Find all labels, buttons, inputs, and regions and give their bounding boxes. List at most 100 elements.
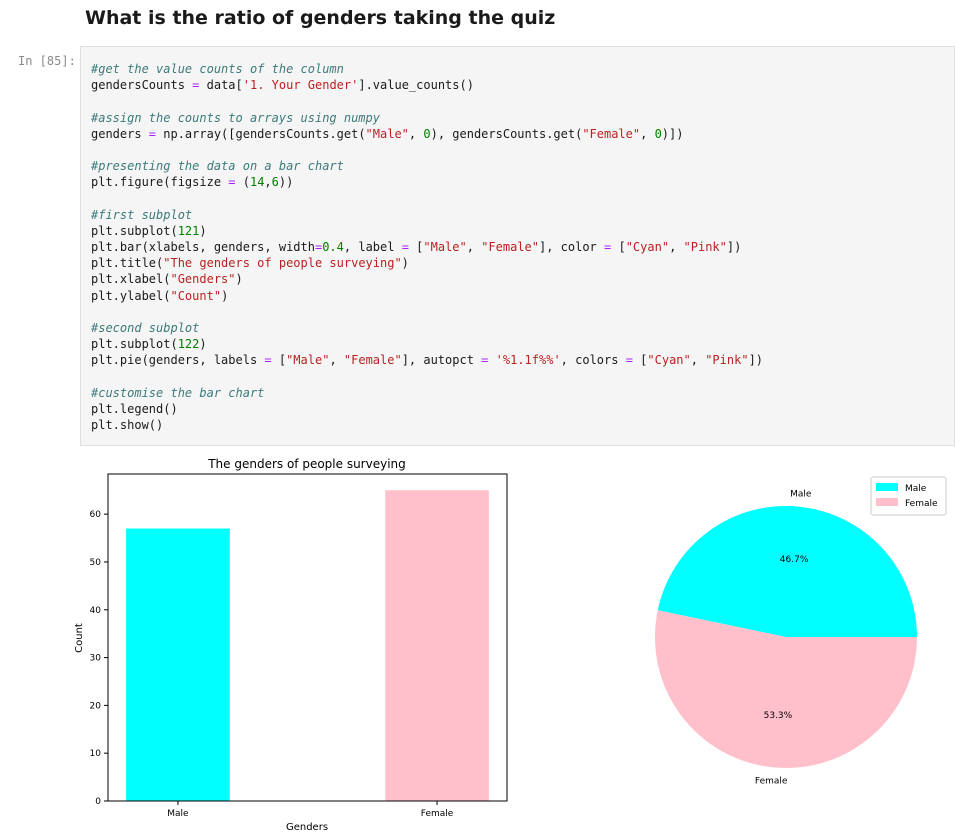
code-token: "Genders": [170, 272, 236, 287]
code-line: plt.legend(): [91, 401, 763, 417]
bar-y-axis-label: Count: [74, 623, 85, 653]
code-token: 0: [423, 126, 431, 141]
code-token: )): [278, 175, 294, 190]
code-token: 0.4: [322, 240, 344, 255]
code-token: ,: [466, 240, 482, 255]
code-token: "Male": [365, 126, 409, 141]
code-token: ,: [408, 126, 424, 141]
code-token: ], autopct: [401, 353, 482, 368]
code-token: =: [192, 78, 200, 93]
code-token: #assign the counts to arrays using numpy: [91, 110, 380, 125]
code-token: plt.figure(figsize: [91, 175, 229, 190]
bar-y-tick-label: 10: [90, 749, 102, 759]
pie-legend: Male Female: [870, 476, 947, 516]
code-token: "The genders of people surveying": [163, 256, 402, 271]
code-token: ,: [690, 353, 706, 368]
code-token: 121: [177, 223, 200, 238]
code-token: plt.legend(): [91, 401, 178, 416]
code-line: [91, 191, 763, 207]
code-token: [: [632, 353, 648, 368]
code-token: genders: [91, 126, 149, 141]
bar-chart: The genders of people surveying 0 10 20 30 4…: [74, 457, 508, 833]
code-token: plt.bar(xlabels, genders, width: [91, 240, 315, 255]
code-line: plt.title("The genders of people surveyi…: [91, 255, 763, 271]
code-line: #get the value counts of the column: [91, 61, 763, 77]
code-token: "Pink": [705, 353, 749, 368]
code-token: [: [408, 240, 424, 255]
bar-y-tick-label: 50: [90, 558, 102, 568]
code-line: plt.ylabel("Count"): [91, 288, 763, 304]
pie-pct-label: 46.7%: [780, 555, 809, 565]
code-token: ]): [748, 353, 764, 368]
code-token: ): [401, 256, 409, 271]
code-token: #get the value counts of the column: [91, 62, 344, 76]
code-token: ): [235, 272, 243, 287]
legend-label: Female: [905, 499, 938, 509]
code-line: genders = np.array([gendersCounts.get("M…: [91, 126, 763, 142]
code-token: ,: [669, 240, 684, 255]
bar-y-tick-label: 30: [90, 654, 102, 664]
code-token: ]): [726, 240, 742, 255]
output-figure: The genders of people surveying 0 10 20 30 4…: [74, 457, 947, 833]
code-token: "Female": [582, 126, 641, 141]
code-token: plt.subplot(: [91, 223, 178, 238]
code-line: #presenting the data on a bar chart: [91, 158, 763, 174]
code-token: np.array([gendersCounts.get(: [156, 126, 366, 141]
code-token: )]): [661, 126, 684, 141]
legend-swatch: [876, 483, 898, 491]
code-token: =: [314, 240, 323, 255]
code-token: plt.show(): [91, 418, 164, 433]
code-line: plt.show(): [91, 417, 763, 433]
code-token: ].value_counts(): [358, 78, 474, 93]
bar-y-tick-label: 60: [90, 510, 102, 520]
code-token: "Cyan": [625, 240, 670, 255]
code-token: [: [611, 240, 626, 255]
code-token: "Count": [170, 288, 222, 303]
code-token: =: [148, 126, 157, 141]
code-token: =: [625, 353, 633, 368]
code-line: gendersCounts = data['1. Your Gender'].v…: [91, 77, 763, 93]
code-token: plt.ylabel(: [91, 288, 171, 303]
code-token: ], color: [538, 240, 605, 255]
pie-chart: Male 46.7% Female 53.3% Male Female: [655, 476, 947, 786]
code-line: plt.bar(xlabels, genders, width=0.4, lab…: [91, 239, 763, 255]
code-line: #assign the counts to arrays using numpy: [91, 110, 763, 126]
code-line: [91, 142, 763, 158]
bar-x-tick-label: Female: [421, 809, 454, 819]
legend-swatch: [876, 498, 898, 506]
code-line: #second subplot: [91, 320, 763, 336]
code-token: ,: [329, 353, 344, 368]
code-token: 0: [654, 126, 662, 141]
code-token: data[: [199, 78, 243, 93]
code-line: plt.figure(figsize = (14,6)): [91, 174, 763, 190]
code-token: [488, 353, 495, 367]
code-token: 122: [177, 337, 200, 352]
code-token: plt.pie(genders, labels: [91, 353, 265, 368]
code-line: [91, 304, 763, 320]
code-token: ), gendersCounts.get(: [430, 126, 583, 141]
pie-label: Male: [790, 490, 812, 500]
code-token: 6: [271, 175, 279, 190]
cell-prompt: In [85]:: [18, 54, 76, 68]
code-token: =: [401, 240, 409, 255]
code-token: plt.subplot(: [91, 337, 178, 352]
code-editor[interactable]: #get the value counts of the column gende…: [91, 61, 763, 433]
pie-label: Female: [755, 776, 788, 786]
code-token: (: [235, 175, 250, 190]
code-line: plt.subplot(122): [91, 336, 763, 352]
code-token: , colors: [560, 353, 626, 368]
code-token: "Female": [343, 353, 402, 368]
code-token: =: [604, 240, 612, 255]
code-token: ): [199, 337, 207, 352]
code-token: 14: [249, 175, 265, 190]
bar-female: [385, 490, 489, 801]
code-token: "Pink": [683, 240, 727, 255]
code-token: ): [199, 223, 207, 238]
code-cell[interactable]: #get the value counts of the column gende…: [80, 46, 955, 446]
code-token: =: [481, 353, 489, 368]
code-token: "Male": [423, 240, 467, 255]
bar-x-axis-label: Genders: [286, 822, 328, 833]
bar-y-tick-label: 20: [90, 701, 102, 711]
legend-label: Male: [905, 484, 927, 494]
pie-slice-male: [657, 506, 917, 637]
